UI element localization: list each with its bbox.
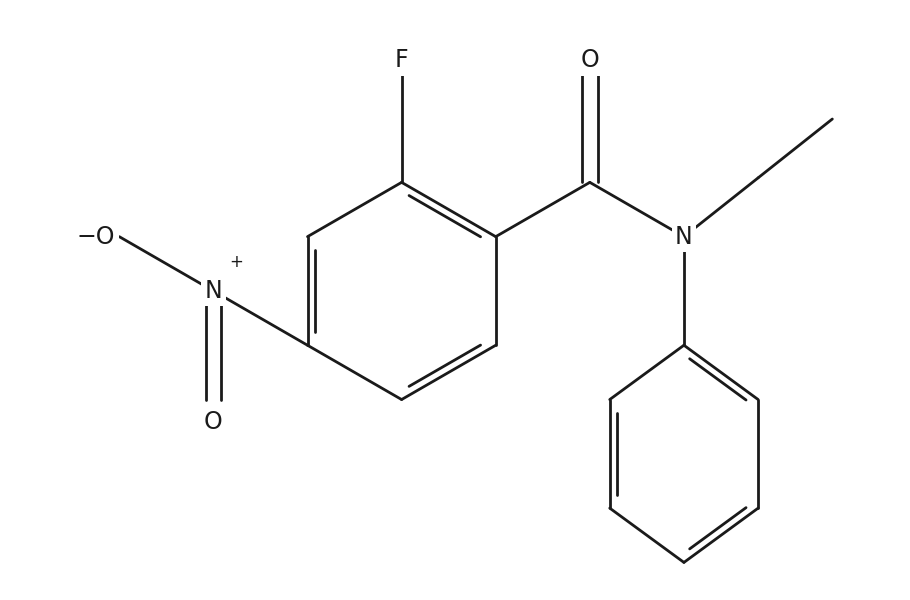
Text: N: N [675, 224, 693, 248]
Text: O: O [581, 48, 599, 72]
Text: N: N [205, 279, 222, 303]
Text: O: O [204, 410, 223, 434]
Text: +: + [229, 253, 244, 271]
Text: −O: −O [76, 224, 115, 248]
Text: F: F [395, 48, 409, 72]
